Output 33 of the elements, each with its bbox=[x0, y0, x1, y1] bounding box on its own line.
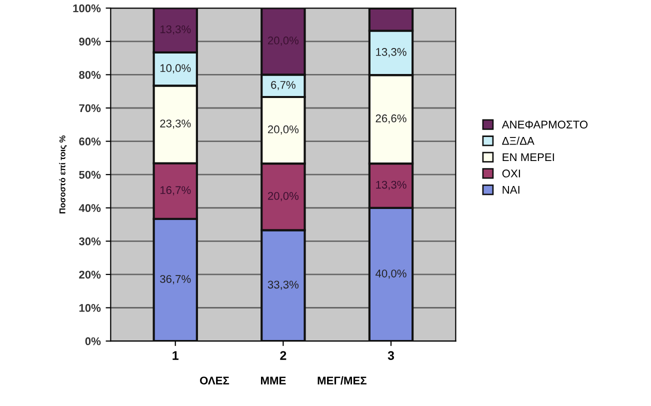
data-label: 10,0% bbox=[160, 64, 191, 74]
legend-label: ΔΞ/ΔΑ bbox=[502, 136, 534, 145]
y-axis-title: Ποσοστό επί τοις % bbox=[59, 135, 67, 214]
data-label: 40,0% bbox=[376, 270, 406, 279]
legend-label: ΝΑΙ bbox=[502, 186, 520, 194]
y-tick-label: 80% bbox=[79, 70, 101, 79]
data-label: 16,7% bbox=[160, 186, 191, 196]
data-label: 6,7% bbox=[271, 80, 296, 90]
y-tick-label: 40% bbox=[78, 204, 101, 212]
x-axis-title: ΟΛΕΣ ΜΜΕ ΜΕΓ/ΜΕΣ bbox=[200, 376, 366, 385]
x-tick-label: 3 bbox=[388, 351, 394, 360]
y-tick-label: 100% bbox=[73, 4, 101, 12]
data-label: 13,3% bbox=[376, 48, 406, 58]
y-tick-label: 70% bbox=[79, 104, 101, 112]
data-label: 26,6% bbox=[376, 114, 406, 124]
data-label: 20,0% bbox=[268, 125, 299, 135]
legend-label: ΑΝΕΦΑΡΜΟΣΤΟ bbox=[502, 120, 588, 128]
y-tick-label: 30% bbox=[78, 237, 101, 246]
legend-label: ΕΝ ΜΕΡΕΙ bbox=[502, 153, 554, 162]
x-tick-label: 2 bbox=[280, 351, 286, 360]
data-label: 36,7% bbox=[160, 275, 191, 284]
y-tick-label: 20% bbox=[79, 270, 101, 279]
x-tick-label: 1 bbox=[172, 351, 178, 360]
data-label: 20,0% bbox=[268, 192, 299, 202]
data-label: 33,3% bbox=[268, 280, 299, 290]
legend-label: ΟΧΙ bbox=[502, 170, 520, 178]
y-tick-label: 90% bbox=[79, 38, 101, 46]
y-tick-label: 0% bbox=[85, 337, 101, 346]
y-tick-label: 60% bbox=[79, 138, 101, 146]
y-tick-label: 50% bbox=[79, 170, 101, 179]
y-tick-label: 10% bbox=[79, 304, 101, 312]
data-label: 23,3% bbox=[160, 120, 191, 129]
data-label: 13,3% bbox=[376, 180, 406, 190]
